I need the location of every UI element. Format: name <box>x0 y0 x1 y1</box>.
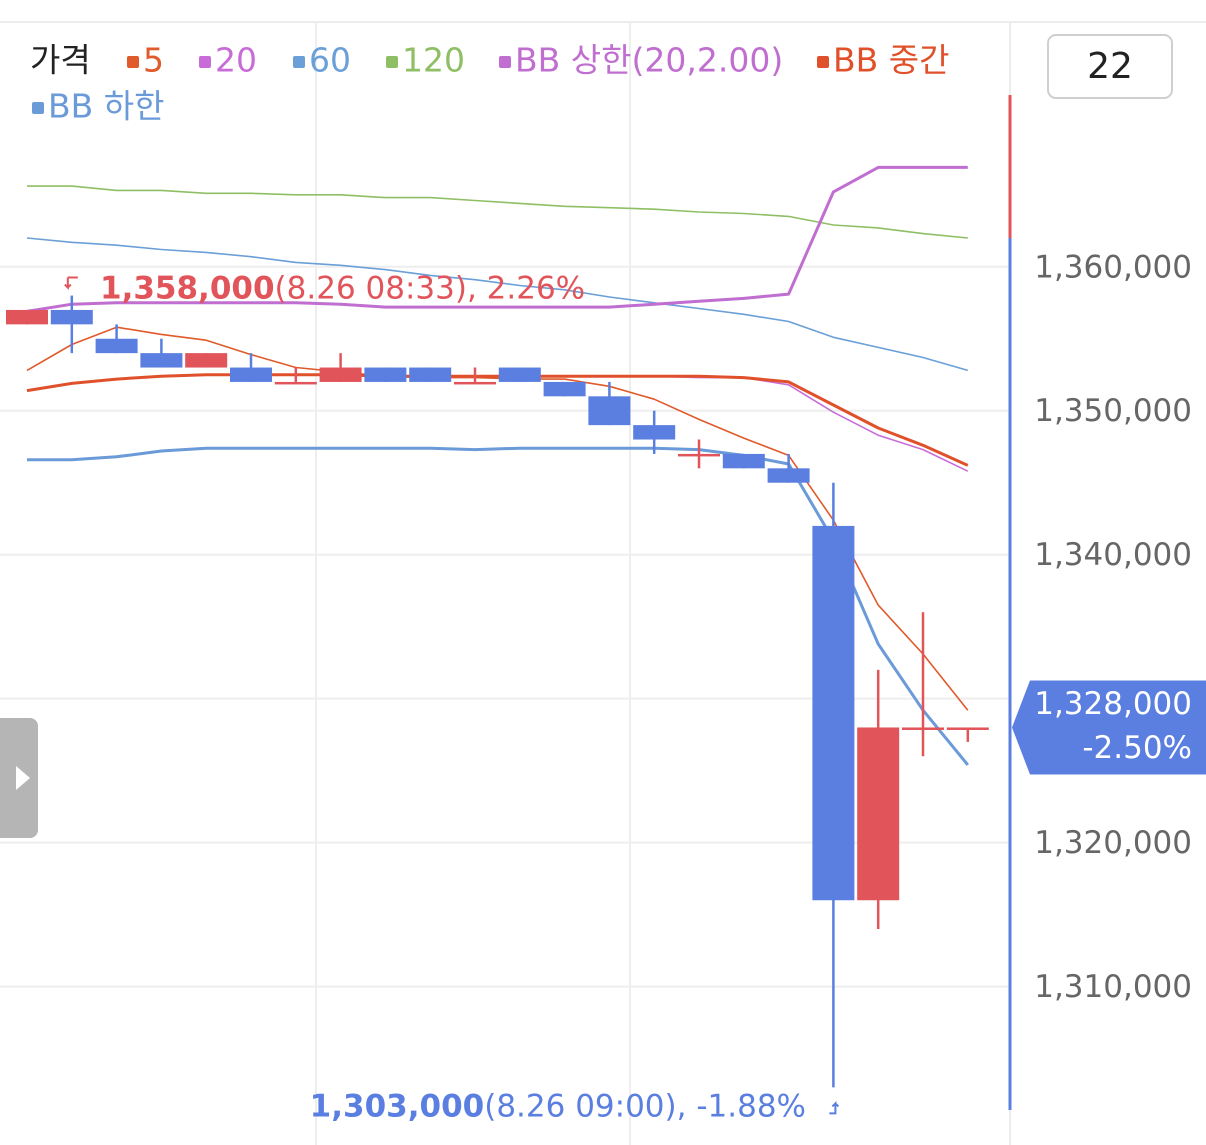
candle-body <box>857 727 900 901</box>
high-annotation: 1,358,000(8.26 08:33), 2.26% <box>100 270 585 306</box>
low-arrow <box>829 1100 840 1115</box>
candle-body <box>946 727 989 730</box>
candle-body <box>230 367 272 382</box>
series-line <box>26 326 969 711</box>
legend-swatch <box>386 56 398 68</box>
candle-body <box>409 367 452 382</box>
button-frame[interactable] <box>1047 34 1173 99</box>
legend-label: 120 <box>402 41 465 80</box>
low-value: 1,303,000 <box>310 1088 485 1124</box>
candle-body <box>722 453 765 469</box>
candle-body <box>319 367 362 382</box>
period-button[interactable]: 22 <box>1047 34 1173 99</box>
series-line <box>27 446 969 766</box>
candle-body <box>95 338 138 354</box>
high-value: 1,358,000 <box>100 270 275 306</box>
legend-swatch <box>817 56 829 68</box>
y-axis: 1,310,000 1,320,000 1,340,000 1,350,000 1,36… <box>1008 95 1192 1110</box>
legend-swatch <box>32 102 44 114</box>
legend-swatch <box>293 56 305 68</box>
high-arrow <box>64 276 78 290</box>
candle-body <box>140 353 183 368</box>
legend-title: 가격 <box>30 41 91 80</box>
candle-body <box>50 309 93 325</box>
candles <box>6 295 989 1088</box>
legend-swatch <box>127 56 139 68</box>
y-tick-label: 1,350,000 <box>1034 393 1192 429</box>
candle-body <box>454 381 496 385</box>
legend-label: 60 <box>309 41 351 80</box>
legend: 가격 5 20 60 120 BB 상한(20,2.00) BB 중간 BB 하한 <box>30 41 950 126</box>
candle-body <box>902 727 944 730</box>
series-line <box>26 237 969 372</box>
high-note: (8.26 08:33), 2.26% <box>275 270 586 306</box>
side-toggle[interactable] <box>0 718 38 838</box>
lines <box>26 165 969 766</box>
candle-body <box>185 353 228 368</box>
legend-label: 20 <box>215 41 257 80</box>
y-tick-label: 1,320,000 <box>1034 825 1192 861</box>
legend-swatch <box>499 56 511 68</box>
annotations: 1,358,000(8.26 08:33), 2.26%1,303,000(8.… <box>64 270 1206 1124</box>
legend-label: 5 <box>143 41 164 80</box>
legend-swatch <box>199 56 211 68</box>
toggle-arrow[interactable] <box>16 766 30 790</box>
legend-label: BB 중간 <box>833 41 950 80</box>
y-tick-label: 1,340,000 <box>1034 537 1192 573</box>
series-line <box>26 373 969 467</box>
series-line <box>27 185 968 239</box>
candle-body <box>588 396 631 426</box>
candle-body <box>812 525 855 901</box>
candle-body <box>678 453 720 457</box>
button-label[interactable]: 22 <box>1087 46 1133 87</box>
candle-body <box>6 309 48 325</box>
low-note: (8.26 09:00), -1.88% <box>484 1088 806 1124</box>
candle-body <box>274 381 317 385</box>
candle-body <box>767 468 810 483</box>
series-line <box>26 165 968 313</box>
candle-body <box>498 367 541 382</box>
candle-body <box>543 381 586 397</box>
y-tick-label: 1,360,000 <box>1034 249 1192 285</box>
current-price-tag <box>1012 680 1206 775</box>
legend-label: BB 상한(20,2.00) <box>515 41 783 80</box>
y-tick-label: 1,310,000 <box>1034 969 1192 1005</box>
current-price: 1,328,000 <box>1034 686 1192 722</box>
low-annotation: 1,303,000(8.26 09:00), -1.88% <box>310 1088 806 1124</box>
legend-label: BB 하한 <box>48 87 165 126</box>
candle-body <box>364 367 407 382</box>
candle-body <box>633 425 676 440</box>
current-change: -2.50% <box>1082 730 1192 766</box>
